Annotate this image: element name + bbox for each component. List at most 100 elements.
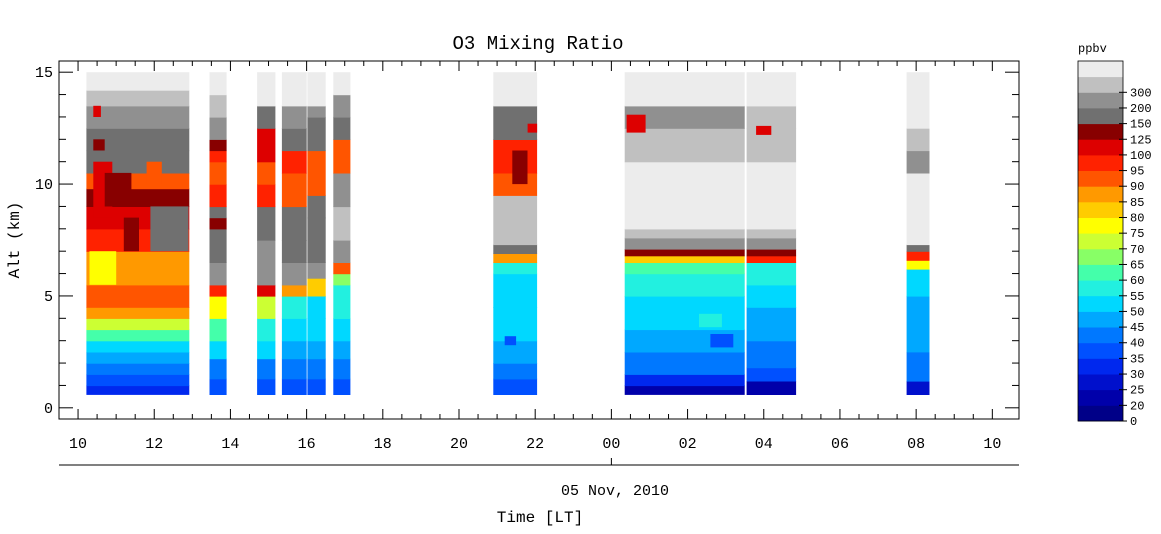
profile-layer-cell	[86, 90, 190, 107]
profile-layer-cell	[333, 262, 351, 275]
profile-layer-cell	[493, 262, 538, 275]
profile-layer-cell	[746, 237, 797, 250]
profile-layer-cell	[257, 206, 276, 241]
x-tick-label: 06	[831, 436, 849, 453]
colorbar-label: 90	[1130, 180, 1144, 194]
profile-layer-cell	[86, 385, 190, 395]
profile-layer-cell	[624, 273, 745, 297]
feature-cell	[93, 105, 101, 117]
feature-cell	[104, 172, 132, 207]
profile-layer-cell	[209, 72, 227, 96]
profile-column	[333, 72, 351, 395]
profile-layer-cell	[281, 150, 307, 174]
feature-cell	[123, 217, 139, 252]
colorbar-swatch	[1078, 280, 1123, 297]
profile-layer-cell	[624, 385, 745, 395]
plot-area	[86, 72, 930, 395]
feature-cell	[504, 336, 517, 346]
profile-layer-cell	[746, 105, 797, 129]
colorbar-label: 40	[1130, 337, 1144, 351]
x-tick-label: 20	[450, 436, 468, 453]
profile-layer-cell	[746, 161, 797, 230]
profile-layer-cell	[209, 262, 227, 286]
x-tick-label: 08	[907, 436, 925, 453]
profile-layer-cell	[281, 262, 307, 286]
profile-layer-cell	[307, 378, 326, 395]
profile-layer-cell	[281, 72, 307, 107]
profile-layer-cell	[86, 363, 190, 375]
profile-layer-cell	[307, 150, 326, 196]
profile-layer-cell	[209, 378, 227, 395]
colorbar-swatch	[1078, 186, 1123, 203]
profile-layer-cell	[281, 240, 307, 263]
profile-layer-cell	[906, 269, 930, 297]
x-axis: 10 12 14 16 18 20 22 00 02 04 06 08 10	[69, 61, 1001, 465]
profile-layer-cell	[624, 237, 745, 250]
x-tick-label: 22	[526, 436, 544, 453]
profile-layer-cell	[493, 363, 538, 380]
profile-layer-cell	[209, 295, 227, 319]
profile-layer-cell	[209, 228, 227, 263]
profile-layer-cell	[257, 318, 276, 342]
colorbar-swatch	[1078, 92, 1123, 109]
profile-layer-cell	[86, 284, 190, 308]
colorbar-swatch	[1078, 248, 1123, 265]
profile-layer-cell	[333, 273, 351, 286]
x-axis-label: Time [LT]	[497, 509, 583, 527]
colorbar-swatch	[1078, 374, 1123, 391]
profile-layer-cell	[906, 251, 930, 261]
profile-layer-cell	[493, 273, 538, 308]
profile-layer-cell	[257, 340, 276, 360]
profile-layer-cell	[624, 374, 745, 387]
profile-layer-cell	[281, 284, 307, 297]
profile-layer-cell	[209, 139, 227, 152]
profile-layer-cell	[257, 358, 276, 380]
profile-layer-cell	[86, 105, 190, 129]
profile-layer-cell	[624, 249, 745, 257]
colorbar-label: 60	[1130, 274, 1144, 288]
colorbar-unit: ppbv	[1078, 42, 1107, 56]
colorbar-label: 50	[1130, 305, 1144, 319]
profile-layer-cell	[493, 307, 538, 342]
colorbar-label: 80	[1130, 212, 1144, 226]
colorbar-swatch	[1078, 170, 1123, 187]
profile-layer-cell	[307, 116, 326, 152]
profile-layer-cell	[906, 172, 930, 246]
profile-layer-cell	[209, 184, 227, 208]
profile-layer-cell	[624, 128, 745, 163]
profile-layer-cell	[209, 116, 227, 140]
profile-layer-cell	[209, 318, 227, 342]
feature-cell	[710, 334, 734, 348]
profile-layer-cell	[624, 72, 745, 107]
feature-cell	[89, 251, 117, 285]
profile-layer-cell	[307, 217, 326, 263]
profile-layer-cell	[86, 72, 190, 91]
colorbar-label: 30	[1130, 368, 1144, 382]
x-tick-label: 10	[69, 436, 87, 453]
profile-layer-cell	[333, 340, 351, 360]
colorbar-swatch	[1078, 342, 1123, 359]
profile-layer-cell	[209, 150, 227, 163]
x-tick-label: 14	[221, 436, 239, 453]
profile-layer-cell	[281, 206, 307, 241]
colorbar-label: 100	[1130, 149, 1152, 163]
colorbar-swatch	[1078, 405, 1123, 422]
profile-layer-cell	[333, 172, 351, 208]
profile-layer-cell	[281, 295, 307, 319]
profile-layer-cell	[281, 340, 307, 360]
profile-layer-cell	[281, 378, 307, 395]
x-tick-label: 00	[602, 436, 620, 453]
profile-column	[624, 72, 745, 395]
profile-layer-cell	[257, 128, 276, 163]
colorbar-label: 45	[1130, 321, 1144, 335]
profile-layer-cell	[86, 340, 190, 353]
plot-frame	[58, 60, 1020, 420]
colorbar-frame	[1077, 60, 1124, 422]
colorbar-label: 300	[1130, 86, 1152, 100]
profile-layer-cell	[493, 378, 538, 395]
profile-layer-cell	[624, 255, 745, 263]
profile-layer-cell	[307, 72, 326, 107]
profile-layer-cell	[257, 161, 276, 185]
profile-layer-cell	[333, 318, 351, 342]
